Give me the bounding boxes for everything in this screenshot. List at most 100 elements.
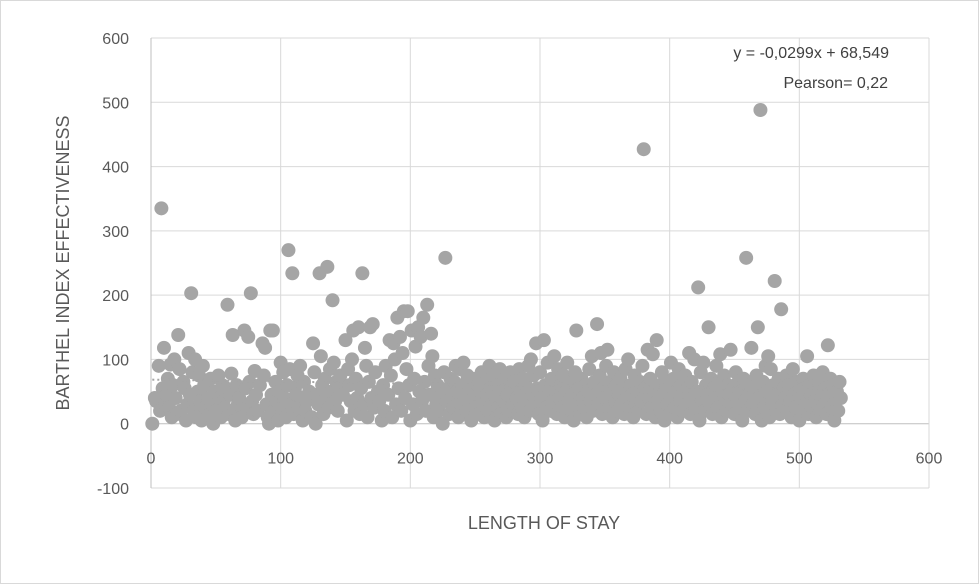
data-point: [224, 366, 239, 381]
y-tick-label: 0: [120, 417, 129, 434]
data-point: [701, 320, 716, 335]
data-point: [313, 349, 328, 364]
x-tick-label: 0: [147, 451, 156, 468]
y-tick-label: 300: [102, 224, 129, 241]
data-point: [395, 346, 410, 360]
data-point: [320, 259, 335, 274]
data-points: [145, 103, 848, 431]
data-point: [195, 358, 210, 373]
data-point: [533, 365, 547, 380]
data-point: [456, 355, 471, 370]
data-point: [523, 352, 538, 367]
data-point: [151, 358, 166, 373]
x-tick-label: 200: [397, 451, 424, 468]
data-point: [536, 333, 551, 348]
data-point: [635, 358, 650, 373]
data-point: [145, 416, 160, 431]
data-point: [645, 347, 660, 362]
data-point: [590, 317, 605, 332]
data-point: [400, 304, 415, 319]
data-point: [820, 338, 835, 353]
data-point: [535, 413, 550, 428]
data-point: [338, 333, 353, 348]
data-point: [774, 302, 789, 317]
data-point: [344, 352, 359, 367]
pearson-annotation: Pearson= 0,22: [783, 75, 888, 92]
data-point: [171, 328, 186, 342]
data-point: [560, 355, 575, 370]
y-tick-label: 200: [102, 288, 129, 305]
data-point: [582, 362, 597, 377]
data-point: [438, 250, 453, 265]
data-point: [225, 328, 240, 342]
data-point: [368, 365, 383, 380]
y-tick-label: 600: [102, 31, 129, 48]
y-axis-ticks: -100 0 100 200 300 400 500 600: [97, 31, 129, 498]
data-point: [308, 416, 323, 431]
y-tick-label: 100: [102, 352, 129, 369]
data-point: [424, 326, 439, 341]
data-point: [785, 362, 800, 377]
data-point: [696, 355, 711, 370]
data-point: [258, 340, 273, 355]
data-point: [833, 391, 848, 405]
y-tick-label: -100: [97, 481, 129, 498]
y-tick-label: 500: [102, 95, 129, 112]
data-point: [416, 310, 431, 325]
x-tick-label: 100: [267, 451, 294, 468]
data-point: [381, 387, 396, 402]
data-point: [168, 391, 183, 405]
data-point: [832, 374, 847, 389]
data-point: [265, 323, 280, 338]
data-point: [383, 368, 398, 383]
x-axis-ticks: 0 100 200 300 400 500 600: [147, 451, 943, 468]
data-point: [326, 355, 341, 370]
equation-annotation: y = -0,0299x + 68,549: [733, 45, 889, 62]
data-point: [425, 349, 440, 364]
data-point: [306, 336, 321, 351]
data-point: [767, 274, 782, 288]
data-point: [156, 340, 171, 355]
data-point: [569, 323, 584, 338]
data-point: [184, 286, 199, 301]
data-point: [293, 358, 308, 373]
data-point: [761, 349, 776, 364]
data-point: [392, 329, 407, 344]
data-point: [723, 342, 738, 357]
data-point: [355, 266, 370, 281]
x-tick-label: 400: [656, 451, 683, 468]
x-tick-label: 500: [786, 451, 813, 468]
data-point: [365, 317, 380, 332]
data-point: [281, 243, 296, 258]
data-point: [172, 362, 187, 377]
data-point: [636, 142, 651, 157]
data-point: [394, 403, 409, 418]
data-point: [285, 266, 300, 281]
data-point: [800, 349, 815, 364]
data-point: [547, 349, 562, 364]
data-point: [831, 403, 846, 418]
data-point: [220, 297, 235, 312]
data-point: [399, 362, 414, 377]
data-point: [339, 413, 354, 428]
data-point: [750, 320, 765, 335]
data-point: [357, 340, 372, 355]
data-point: [307, 365, 322, 380]
data-point: [243, 286, 258, 301]
data-point: [154, 201, 169, 216]
y-tick-label: 400: [102, 160, 129, 177]
data-point: [600, 342, 615, 357]
data-point: [753, 103, 768, 117]
data-point: [241, 329, 256, 344]
data-point: [325, 293, 340, 308]
data-point: [621, 352, 636, 367]
data-point: [744, 340, 759, 355]
data-point: [417, 374, 432, 389]
data-point: [739, 250, 754, 265]
data-point: [351, 320, 366, 335]
x-tick-label: 600: [916, 451, 943, 468]
y-axis-title: BARTHEL INDEX EFFECTIVENESS: [53, 115, 73, 410]
data-point: [420, 297, 435, 312]
